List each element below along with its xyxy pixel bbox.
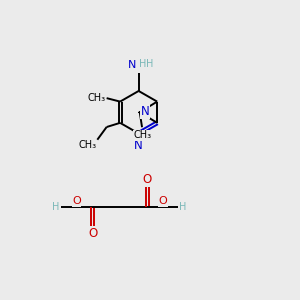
Text: H: H	[146, 59, 154, 69]
Text: O: O	[159, 196, 167, 206]
Text: O: O	[142, 173, 152, 186]
Text: H: H	[52, 202, 60, 212]
Text: H: H	[139, 59, 146, 69]
Text: O: O	[72, 196, 81, 206]
Text: CH₃: CH₃	[88, 93, 106, 103]
Text: O: O	[88, 227, 98, 240]
Text: H: H	[179, 202, 187, 212]
Text: N: N	[128, 60, 136, 70]
Text: CH₃: CH₃	[79, 140, 97, 150]
Text: N: N	[134, 139, 143, 152]
Text: N: N	[141, 105, 150, 118]
Text: CH₃: CH₃	[134, 130, 152, 140]
